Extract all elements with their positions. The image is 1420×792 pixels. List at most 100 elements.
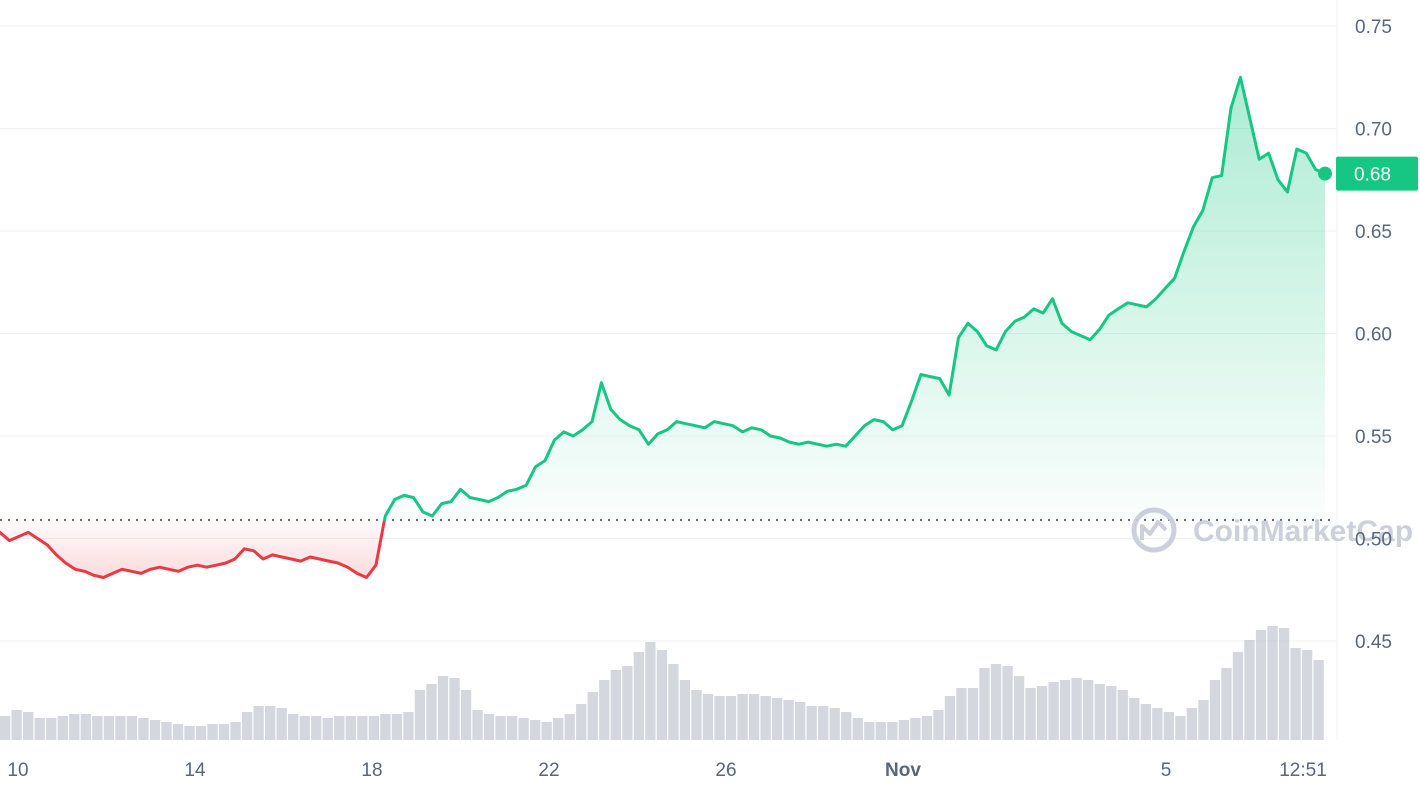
price-line: [0, 75, 1327, 579]
volume-bar: [979, 668, 990, 740]
volume-bar: [380, 714, 391, 740]
volume-bar: [1048, 682, 1059, 740]
volume-bar: [437, 676, 449, 740]
volume-bar: [1083, 680, 1094, 740]
volume-bar: [1290, 648, 1301, 740]
x-tick-label: 18: [361, 760, 382, 781]
volume-bar: [126, 716, 138, 740]
volume-bar: [161, 722, 172, 740]
volume-bar: [829, 708, 840, 740]
volume-bar: [195, 726, 207, 740]
volume-bar: [530, 720, 541, 740]
y-tick-label: 0.65: [1355, 222, 1392, 243]
volume-bar: [990, 664, 1002, 740]
y-tick-label: 0.55: [1355, 427, 1392, 448]
volume-bar: [92, 716, 103, 740]
volume-bar: [760, 696, 771, 740]
volume-bar: [933, 710, 944, 740]
volume-bar: [299, 716, 310, 740]
volume-bar: [1152, 708, 1163, 740]
x-tick-label: 14: [184, 760, 206, 781]
volume-bar: [138, 718, 149, 740]
volume-bar: [115, 716, 126, 740]
volume-bar: [1198, 700, 1209, 740]
down-area-fill: [0, 520, 385, 578]
volume-bar: [1186, 708, 1198, 740]
y-tick-label: 0.60: [1355, 325, 1392, 346]
volume-bar: [1036, 686, 1048, 740]
volume-bar: [645, 642, 656, 740]
volume-bar: [472, 710, 483, 740]
y-tick-label: 0.50: [1355, 530, 1392, 551]
x-tick-label: 22: [538, 760, 559, 781]
x-tick-label: Nov: [885, 760, 921, 781]
volume-bar: [691, 690, 702, 740]
volume-bar: [1094, 684, 1105, 740]
volume-bar: [656, 650, 668, 740]
y-axis: 0.75 0.70 0.65 0.60 0.55 0.50 0.45: [1355, 17, 1392, 653]
volume-bar: [1025, 688, 1036, 740]
volume-bar: [702, 694, 714, 740]
volume-bar: [633, 652, 645, 740]
last-price-dot[interactable]: [1318, 166, 1332, 181]
volume-bar: [311, 716, 322, 740]
volume-bar: [218, 724, 230, 740]
volume-bar: [806, 706, 817, 740]
volume-bar: [69, 714, 80, 740]
x-tick-label: 12:51: [1279, 760, 1327, 781]
volume-bar: [23, 712, 34, 740]
volume-bar: [1232, 652, 1244, 740]
y-tick-label: 0.45: [1355, 632, 1392, 653]
volume-bar: [265, 706, 276, 740]
volume-bar: [288, 714, 299, 740]
volume-bar: [1221, 668, 1232, 740]
volume-bar: [230, 722, 241, 740]
volume-bar: [841, 712, 852, 740]
volume-bar: [207, 724, 218, 740]
volume-bar: [334, 716, 345, 740]
watermark: CoinMarketCap: [1131, 507, 1413, 553]
volume-bar: [368, 716, 380, 740]
volume-bar: [1106, 686, 1117, 740]
volume-bar: [564, 714, 575, 740]
volume-bar: [1175, 716, 1186, 740]
volume-bar: [610, 670, 621, 740]
volume-bar: [737, 694, 748, 740]
volume-bar: [818, 706, 829, 740]
current-price-badge: 0.68: [1336, 156, 1418, 191]
volume-bar: [668, 664, 679, 740]
volume-bars: [0, 626, 1324, 740]
volume-bar: [426, 684, 437, 740]
volume-bar: [11, 710, 22, 740]
volume-bar: [57, 716, 68, 740]
volume-bar: [576, 704, 587, 740]
x-tick-label: 5: [1161, 760, 1172, 781]
volume-bar: [898, 720, 910, 740]
coinmarketcap-logo-icon: [1131, 507, 1177, 553]
volume-bar: [184, 726, 195, 740]
volume-bar: [253, 706, 264, 740]
volume-bar: [391, 714, 403, 740]
volume-bar: [1313, 660, 1324, 740]
volume-bar: [967, 688, 979, 740]
volume-bar: [1209, 680, 1221, 740]
volume-bar: [518, 718, 529, 740]
volume-bar: [771, 698, 783, 740]
volume-bar: [852, 718, 863, 740]
y-tick-label: 0.75: [1355, 17, 1392, 38]
volume-bar: [1013, 676, 1025, 740]
volume-bar: [460, 690, 472, 740]
volume-bar: [241, 712, 253, 740]
volume-bar: [910, 718, 921, 740]
volume-bar: [679, 680, 691, 740]
volume-bar: [725, 696, 737, 740]
volume-bar: [1301, 650, 1313, 740]
volume-bar: [748, 694, 760, 740]
volume-bar: [1163, 712, 1175, 740]
volume-bar: [944, 696, 956, 740]
volume-bar: [1267, 626, 1278, 740]
volume-bar: [0, 716, 11, 740]
volume-bar: [864, 722, 875, 740]
volume-bar: [875, 722, 886, 740]
